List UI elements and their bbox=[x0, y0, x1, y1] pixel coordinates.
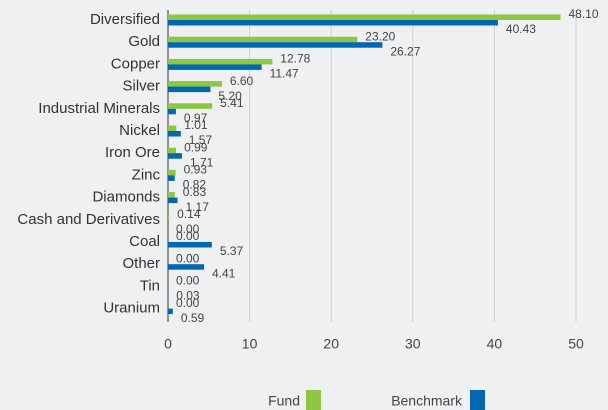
bar bbox=[168, 147, 177, 154]
bar bbox=[168, 125, 177, 131]
x-tick-label: 10 bbox=[242, 336, 258, 352]
value-label: 0.00 bbox=[176, 296, 200, 310]
bar bbox=[168, 214, 170, 220]
category-label: Coal bbox=[129, 233, 160, 250]
category-label: Nickel bbox=[119, 122, 160, 139]
category-label: Tin bbox=[140, 277, 160, 294]
x-tick-label: 40 bbox=[487, 336, 503, 352]
bar bbox=[168, 264, 204, 270]
bar bbox=[168, 86, 211, 93]
bar bbox=[168, 58, 273, 65]
bar bbox=[168, 197, 178, 204]
value-label: 0.00 bbox=[176, 229, 200, 243]
bar bbox=[168, 175, 175, 181]
value-label: 6.60 bbox=[230, 74, 254, 88]
bar bbox=[168, 36, 358, 43]
category-label: Silver bbox=[122, 78, 160, 95]
bar bbox=[168, 64, 262, 70]
value-label: 4.41 bbox=[212, 266, 236, 280]
value-label: 1.17 bbox=[186, 200, 210, 214]
bar bbox=[168, 192, 175, 198]
bar bbox=[168, 153, 182, 159]
value-label: 12.78 bbox=[280, 52, 310, 66]
bar bbox=[168, 81, 222, 87]
value-label: 0.59 bbox=[181, 311, 205, 325]
value-label: 26.27 bbox=[390, 44, 420, 58]
x-tick-label: 20 bbox=[323, 336, 339, 352]
value-label: 5.20 bbox=[218, 89, 242, 103]
category-label: Other bbox=[122, 255, 160, 272]
category-label: Copper bbox=[111, 55, 160, 72]
bar bbox=[168, 14, 561, 20]
bar bbox=[168, 103, 213, 109]
x-tick-label: 50 bbox=[568, 336, 584, 352]
legend-label: Fund bbox=[268, 393, 300, 409]
category-label: Cash and Derivatives bbox=[17, 211, 160, 228]
value-label: 0.83 bbox=[183, 185, 207, 199]
value-label: 0.00 bbox=[176, 222, 200, 236]
value-label: 0.03 bbox=[176, 289, 200, 303]
value-label: 5.41 bbox=[220, 96, 244, 110]
category-label: Diamonds bbox=[92, 189, 160, 206]
category-label: Gold bbox=[128, 33, 160, 50]
bar bbox=[168, 20, 498, 26]
category-label: Uranium bbox=[103, 300, 160, 317]
bar bbox=[168, 308, 173, 315]
legend-label: Benchmark bbox=[391, 393, 463, 409]
value-label: 0.99 bbox=[184, 140, 208, 154]
value-label: 0.93 bbox=[184, 163, 208, 177]
value-label: 0.82 bbox=[183, 178, 207, 192]
x-tick-label: 30 bbox=[405, 336, 421, 352]
value-label: 0.00 bbox=[176, 251, 200, 265]
legend-swatch bbox=[470, 390, 485, 410]
x-tick-label: 0 bbox=[164, 336, 172, 352]
value-label: 1.01 bbox=[184, 118, 208, 132]
value-label: 0.97 bbox=[184, 111, 208, 125]
legend-swatch bbox=[306, 390, 321, 410]
value-label: 48.10 bbox=[568, 7, 598, 21]
category-label: Iron Ore bbox=[105, 144, 160, 161]
category-label: Diversified bbox=[90, 11, 160, 28]
value-label: 0.00 bbox=[176, 274, 200, 288]
bar bbox=[168, 108, 176, 115]
value-label: 5.37 bbox=[220, 244, 244, 258]
bar bbox=[168, 131, 181, 137]
bar bbox=[168, 242, 212, 248]
value-label: 23.20 bbox=[365, 29, 395, 43]
value-label: 1.57 bbox=[189, 133, 213, 147]
bar bbox=[168, 169, 176, 176]
value-label: 11.47 bbox=[270, 67, 299, 81]
value-label: 1.71 bbox=[190, 155, 214, 169]
category-label: Zinc bbox=[132, 166, 161, 183]
value-label: 40.43 bbox=[506, 22, 536, 36]
category-label: Industrial Minerals bbox=[38, 100, 160, 117]
bar bbox=[168, 42, 383, 48]
value-label: 0.14 bbox=[177, 207, 201, 221]
